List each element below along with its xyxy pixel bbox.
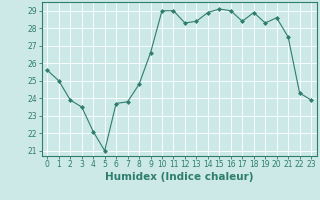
X-axis label: Humidex (Indice chaleur): Humidex (Indice chaleur)	[105, 172, 253, 182]
